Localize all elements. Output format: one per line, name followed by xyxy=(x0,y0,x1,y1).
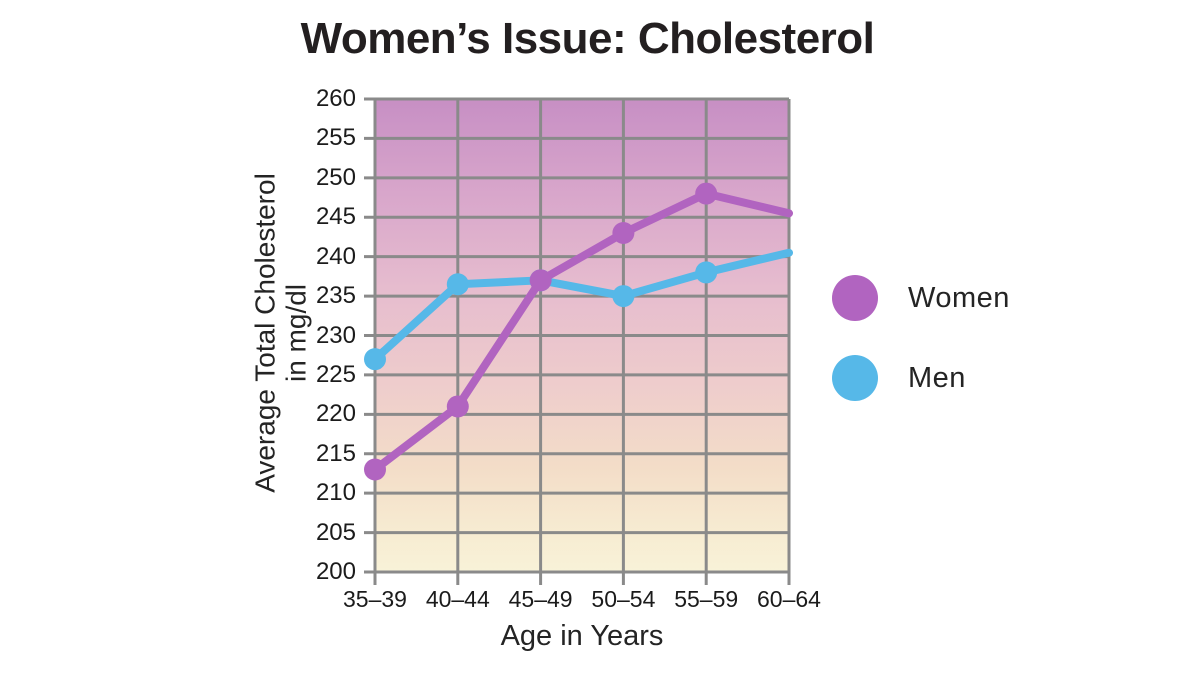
women-data-point xyxy=(695,182,718,205)
legend-item-women: Women xyxy=(832,275,1010,321)
chart-title: Women’s Issue: Cholesterol xyxy=(300,14,875,63)
women-data-point xyxy=(364,458,386,481)
legend-label-women: Women xyxy=(908,281,1010,314)
y-axis-title: Average Total Cholesterol in mg/dl xyxy=(250,173,313,493)
y-axis-title-line2: in mg/dl xyxy=(281,283,312,383)
women-data-point xyxy=(529,269,552,292)
legend: Women Men xyxy=(832,275,1010,401)
men-data-point xyxy=(695,261,718,284)
legend-label-men: Men xyxy=(908,361,966,394)
legend-item-men: Men xyxy=(832,355,1010,401)
men-data-point xyxy=(446,273,469,296)
men-line xyxy=(371,248,793,364)
men-data-point xyxy=(612,285,635,308)
women-series-swatch-icon xyxy=(832,275,878,321)
women-data-point xyxy=(446,395,469,418)
men-data-point xyxy=(364,348,386,371)
y-axis-title-line1: Average Total Cholesterol xyxy=(249,173,281,493)
x-axis-title: Age in Years xyxy=(500,620,664,652)
men-series-swatch-icon xyxy=(832,355,878,401)
women-line xyxy=(371,189,793,474)
women-data-point xyxy=(612,222,635,245)
